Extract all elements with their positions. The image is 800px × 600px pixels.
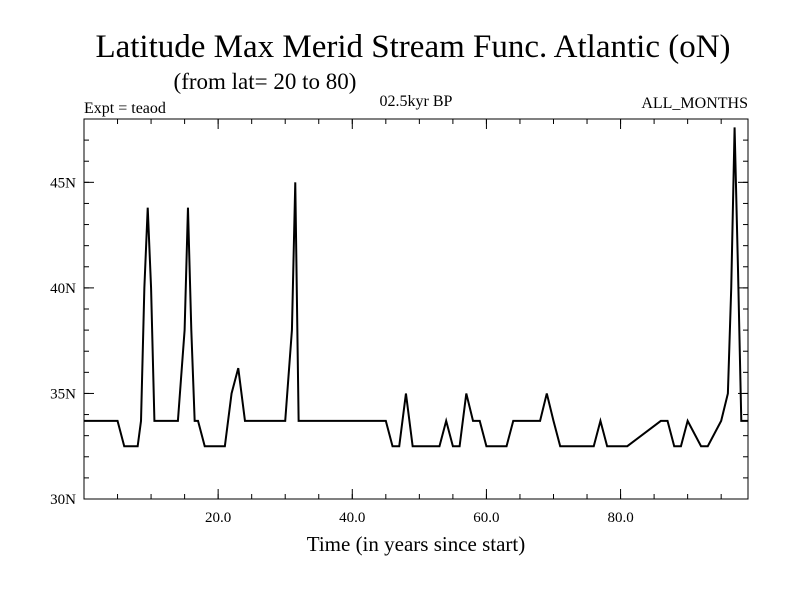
series-layer — [84, 127, 748, 448]
y-tick-label: 40N — [50, 281, 76, 297]
y-tick-label: 35N — [50, 386, 76, 402]
y-tick-label: 30N — [50, 492, 76, 508]
period-label: 02.5kyr BP — [380, 93, 453, 110]
x-axis-label: Time (in years since start) — [307, 532, 526, 556]
months-label: ALL_MONTHS — [641, 95, 748, 112]
y-tick-label: 45N — [50, 175, 76, 191]
series-line — [84, 127, 748, 448]
x-tick-label: 60.0 — [473, 510, 499, 526]
x-tick-label: 40.0 — [339, 510, 365, 526]
x-axis: 20.0 40.0 60.0 80.0 — [117, 119, 722, 526]
y-axis: 30N 35N 40N 45N — [50, 139, 748, 508]
plot-frame — [83, 118, 749, 500]
x-tick-label: 20.0 — [205, 510, 231, 526]
x-tick-label: 80.0 — [607, 510, 633, 526]
experiment-label: Expt = teaod — [84, 100, 166, 117]
chart-subtitle: (from lat= 20 to 80) — [174, 69, 357, 94]
chart-title: Latitude Max Merid Stream Func. Atlantic… — [95, 29, 730, 65]
